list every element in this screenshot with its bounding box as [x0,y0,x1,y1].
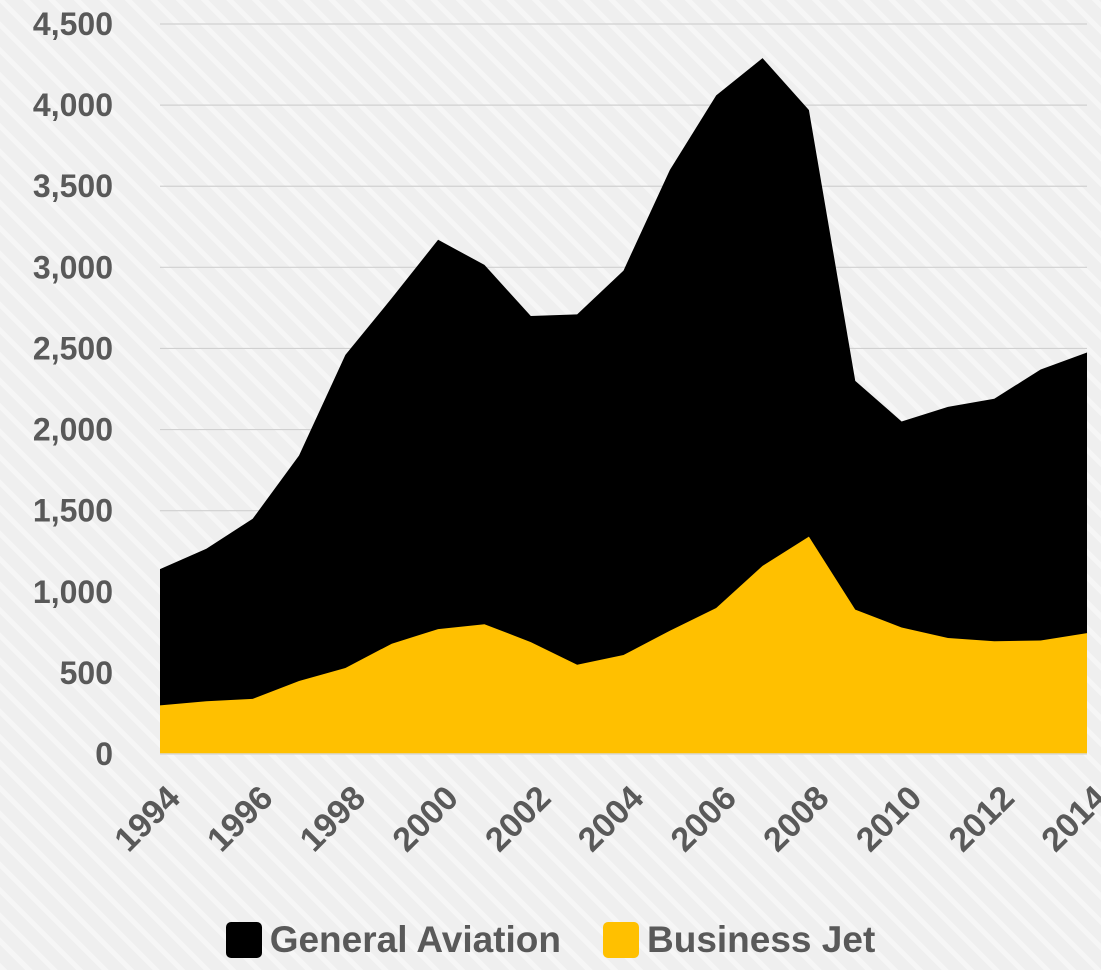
legend-item-general-aviation: General Aviation [225,919,561,961]
series-area-business-jet [160,536,1087,754]
legend-label-general-aviation: General Aviation [269,919,561,960]
y-tick-label-0: 0 [95,736,113,772]
x-tick-label-2010: 2010 [849,779,929,859]
legend-swatch-business-jet [603,922,639,958]
series-areas [160,58,1087,755]
x-tick-label-2006: 2006 [664,779,744,859]
y-tick-label-2500: 2,500 [33,330,113,366]
legend-item-business-jet: Business Jet [603,919,875,961]
x-tick-label-2000: 2000 [385,779,465,859]
y-tick-label-2000: 2,000 [33,412,113,448]
x-tick-label-2014: 2014 [1034,779,1101,859]
y-tick-label-4000: 4,000 [33,87,113,123]
x-tick-label-2008: 2008 [756,779,836,859]
x-tick-label-1994: 1994 [107,779,187,859]
y-axis-tick-labels: 0 500 1,000 1,500 2,000 2,500 3,000 3,500 4,000 4… [33,6,113,772]
y-tick-label-4500: 4,500 [33,6,113,42]
x-tick-label-1998: 1998 [293,779,373,859]
legend-swatch-general-aviation [225,922,262,958]
legend-label-business-jet: Business Jet [647,919,876,960]
x-tick-label-2002: 2002 [478,779,558,859]
x-tick-label-2012: 2012 [942,779,1022,859]
y-tick-label-3500: 3,500 [33,168,113,204]
x-axis-tick-labels: 1994 1996 1998 2000 2002 2004 2006 2008 2010 2012… [107,779,1101,859]
series-area-general-aviation [160,58,1087,755]
y-tick-label-3000: 3,000 [33,249,113,285]
y-tick-label-500: 500 [60,655,113,691]
chart-legend: General Aviation Business Jet [0,914,1101,966]
x-tick-label-1996: 1996 [200,779,280,859]
chart-plot: 0 500 1,000 1,500 2,000 2,500 3,000 3,500 4,000 4… [33,6,1101,859]
x-tick-label-2004: 2004 [571,779,651,859]
y-tick-label-1000: 1,000 [33,574,113,610]
y-tick-label-1500: 1,500 [33,493,113,529]
